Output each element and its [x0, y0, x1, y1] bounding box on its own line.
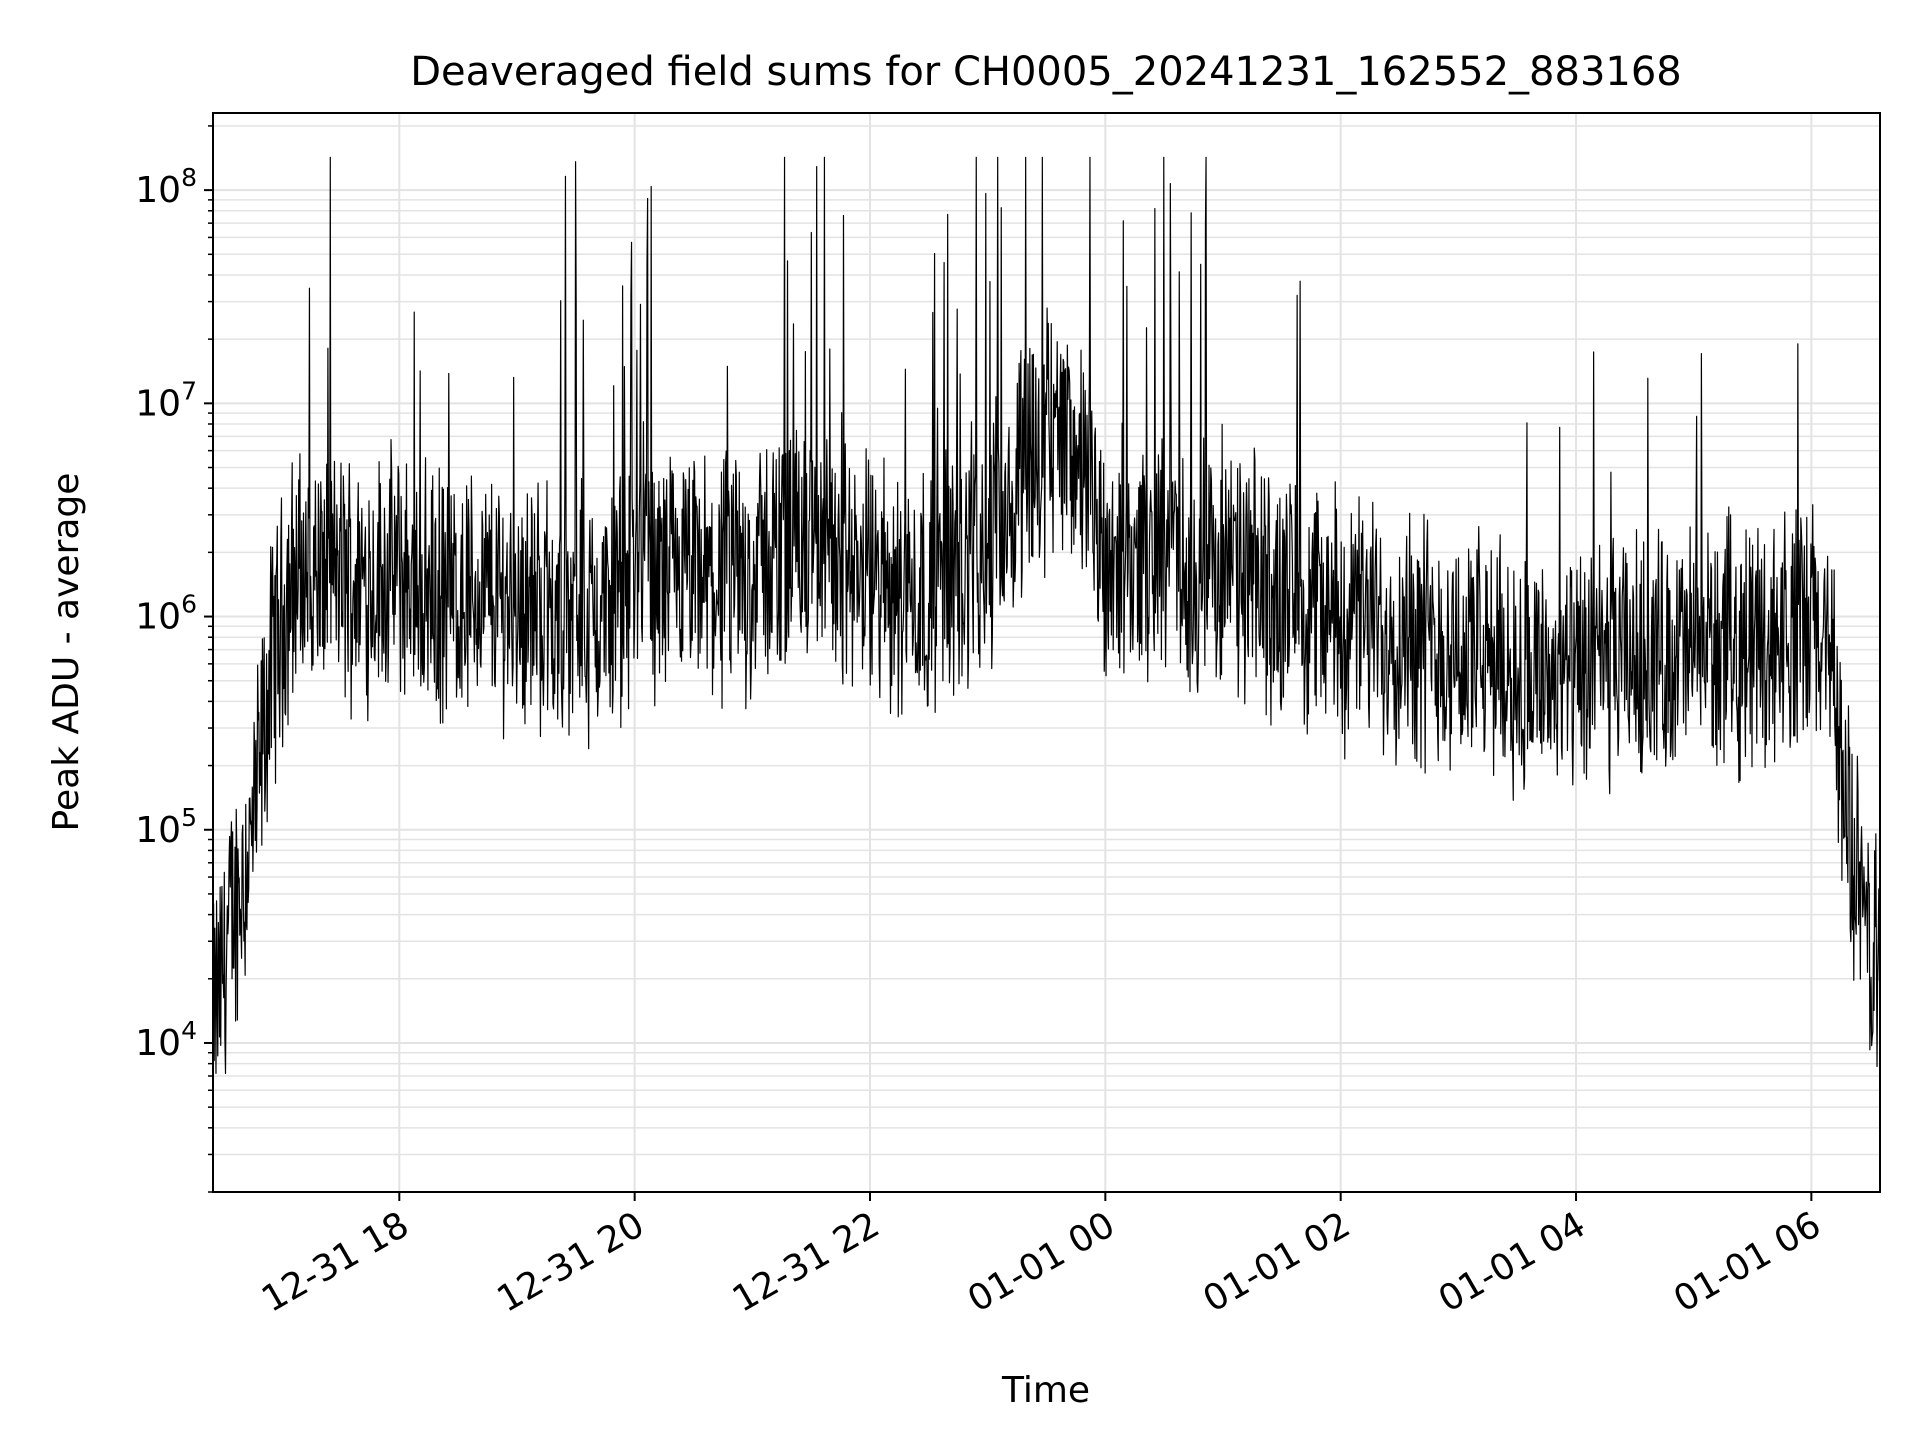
y-tick-label: 108	[135, 163, 197, 211]
y-tick-label: 104	[135, 1016, 197, 1064]
series-line	[212, 156, 1881, 1075]
chart-title: Deaveraged field sums for CH0005_2024123…	[410, 49, 1682, 95]
y-tick-label: 107	[135, 376, 197, 424]
y-axis-label: Peak ADU - average	[46, 473, 87, 832]
y-tick-label: 106	[135, 590, 197, 638]
data-series	[212, 156, 1881, 1075]
plot-frame	[212, 112, 1881, 1193]
x-axis-label: Time	[1001, 1370, 1090, 1411]
y-tick-label: 105	[135, 803, 197, 851]
